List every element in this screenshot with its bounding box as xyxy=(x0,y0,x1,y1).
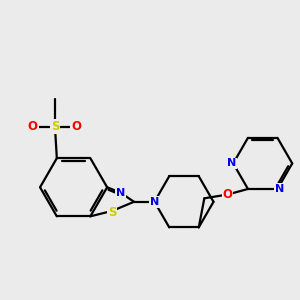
Text: N: N xyxy=(275,184,284,194)
Text: S: S xyxy=(51,120,59,133)
Text: O: O xyxy=(71,120,81,133)
Text: O: O xyxy=(223,188,232,201)
Text: N: N xyxy=(150,197,159,207)
Text: O: O xyxy=(28,120,38,133)
Text: S: S xyxy=(108,206,116,219)
Text: N: N xyxy=(116,188,125,198)
Text: N: N xyxy=(227,158,236,168)
